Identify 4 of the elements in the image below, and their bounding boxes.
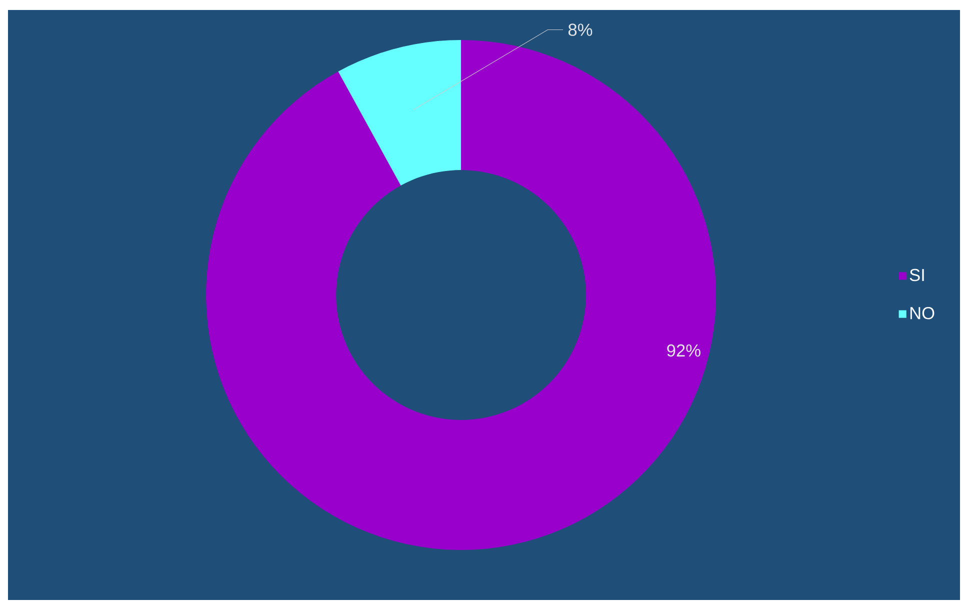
legend-label: NO: [910, 306, 934, 320]
data-label: 92%: [667, 344, 700, 357]
legend-label: SI: [910, 268, 924, 282]
data-label: 8%: [568, 24, 592, 36]
